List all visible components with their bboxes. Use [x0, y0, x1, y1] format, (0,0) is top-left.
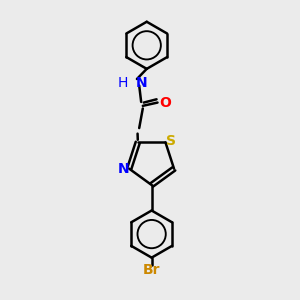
Text: Br: Br	[143, 263, 160, 277]
Text: O: O	[159, 96, 171, 110]
Text: H: H	[118, 76, 128, 90]
Text: N: N	[136, 76, 148, 90]
Text: N: N	[118, 162, 129, 176]
Text: S: S	[167, 134, 176, 148]
